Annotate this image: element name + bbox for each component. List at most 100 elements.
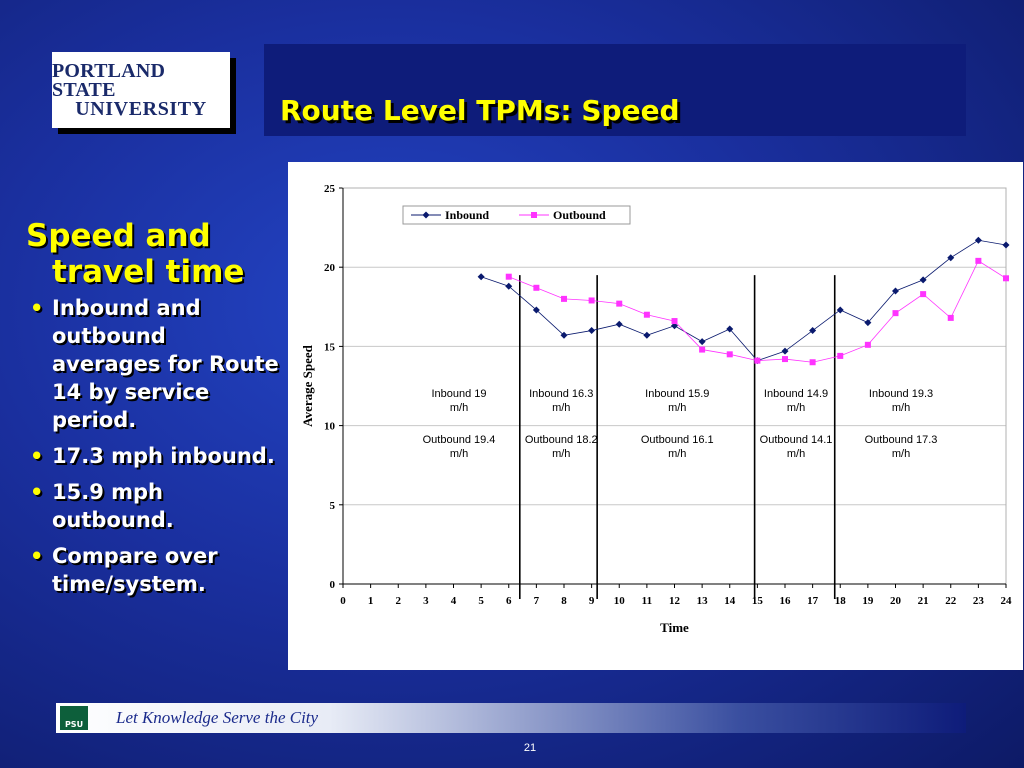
inbound-point — [505, 282, 513, 290]
annotation-outbound: Outbound 14.1 m/h — [760, 434, 833, 460]
annotation-outbound: Outbound 17.3 m/h — [865, 434, 938, 460]
bullet-list: • Inbound and outbound averages for Route… — [26, 294, 281, 598]
bullet-dot-icon: • — [30, 480, 44, 504]
annotation-inbound: Inbound 19 m/h — [431, 388, 486, 414]
inbound-point — [560, 331, 568, 339]
series-line-inbound — [480, 239, 1007, 362]
bullet-dot-icon: • — [30, 444, 44, 468]
outbound-point — [837, 352, 844, 359]
x-tick-label: 0 — [340, 595, 346, 607]
x-axis-title: Time — [660, 620, 689, 635]
bullet-item: • Compare over time/system. — [26, 542, 281, 598]
outbound-point — [643, 311, 650, 318]
x-tick-label: 19 — [862, 595, 874, 607]
inbound-point — [947, 254, 955, 262]
x-tick-label: 16 — [780, 595, 792, 607]
annotation-inbound: Inbound 15.9 m/h — [645, 388, 709, 414]
outbound-point — [671, 318, 678, 325]
speed-chart-panel: 0 5 10 15 20 25 0 1 2 3 4 5 6 7 8 9 10 11 12 13 14 15 16 17 18 19… — [288, 162, 1023, 670]
x-tick-label: 15 — [752, 595, 764, 607]
x-tick-label: 18 — [835, 595, 847, 607]
inbound-point — [698, 338, 706, 346]
x-tick-label: 9 — [589, 595, 595, 607]
inbound-point — [671, 322, 678, 330]
annotation-inbound: Inbound 16.3 m/h — [529, 388, 593, 414]
logo-line-2: UNIVERSITY — [75, 97, 207, 120]
y-tick-label: 20 — [324, 262, 336, 274]
outbound-point — [947, 314, 954, 321]
outbound-point — [699, 346, 706, 353]
x-tick-label: 21 — [918, 595, 929, 607]
inbound-point — [615, 320, 623, 328]
inbound-point — [892, 287, 899, 295]
legend-box — [402, 205, 631, 225]
legend-inbound-label: Inbound — [445, 208, 489, 222]
annotation-outbound: Outbound 18.2 m/h — [525, 434, 598, 460]
outbound-point — [975, 257, 982, 264]
x-tick-label: 1 — [368, 595, 374, 607]
inbound-point — [864, 319, 872, 327]
x-tick-label: 7 — [534, 595, 540, 607]
outbound-point — [616, 300, 623, 307]
x-tick-label: 17 — [807, 595, 819, 607]
outbound-point — [809, 359, 816, 366]
slide-number: 21 — [523, 742, 537, 754]
plot-area-border — [342, 187, 1007, 585]
bullet-dot-icon: • — [30, 544, 44, 568]
outbound-point — [782, 356, 788, 363]
annotation-outbound: Outbound 16.1 m/h — [641, 434, 714, 460]
bullet-text: 15.9 mph outbound. — [52, 480, 174, 532]
section-heading: Speed and travel time — [26, 218, 245, 290]
outbound-point — [920, 291, 927, 298]
annotation-inbound: Inbound 19.3 m/h — [869, 388, 933, 414]
inbound-point — [781, 347, 789, 355]
inbound-point — [836, 306, 844, 314]
y-tick-label: 5 — [330, 500, 336, 512]
outbound-point — [1003, 275, 1009, 282]
x-tick-label: 23 — [973, 595, 985, 607]
outbound-point — [505, 273, 512, 280]
y-axis-title: Average Speed — [300, 344, 315, 426]
logo-line-1: PORTLAND STATE — [52, 59, 166, 101]
inbound-point — [809, 327, 817, 335]
inbound-point — [643, 331, 651, 339]
y-tick-label: 0 — [330, 579, 336, 591]
x-tick-label: 24 — [1001, 595, 1013, 607]
inbound-point — [588, 327, 596, 335]
x-tick-label: 3 — [423, 595, 429, 607]
legend-inbound-marker — [422, 211, 430, 219]
y-tick-label: 25 — [324, 183, 336, 195]
inbound-point — [477, 273, 485, 281]
outbound-point — [588, 297, 595, 304]
x-tick-label: 22 — [945, 595, 957, 607]
x-tick-label: 11 — [642, 595, 652, 607]
series-line-outbound — [508, 260, 1007, 363]
outbound-point — [864, 341, 871, 348]
x-tick-label: 6 — [506, 595, 512, 607]
y-tick-label: 10 — [324, 421, 336, 433]
bullet-item: • 15.9 mph outbound. — [26, 478, 281, 534]
inbound-point — [532, 306, 540, 314]
outbound-point — [754, 357, 761, 364]
x-tick-label: 13 — [697, 595, 709, 607]
annotation-inbound: Inbound 14.9 m/h — [764, 388, 828, 414]
bullet-dot-icon: • — [30, 296, 44, 320]
inbound-point — [974, 236, 982, 244]
footer-bar — [56, 703, 966, 733]
outbound-point — [726, 351, 733, 358]
left-text-panel: Speed and travel time • Inbound and outbo… — [26, 218, 281, 606]
x-tick-label: 8 — [561, 595, 567, 607]
x-tick-label: 10 — [614, 595, 626, 607]
x-tick-label: 5 — [478, 595, 484, 607]
x-tick-label: 2 — [396, 595, 402, 607]
bullet-text: Inbound and outbound averages for Route … — [52, 296, 279, 432]
inbound-point — [919, 276, 927, 284]
outbound-point — [892, 310, 899, 317]
outbound-point — [561, 295, 567, 302]
annotation-outbound: Outbound 19.4 m/h — [423, 434, 496, 460]
university-logo: PORTLAND STATE UNIVERSITY — [52, 52, 230, 128]
x-tick-label: 14 — [724, 595, 736, 607]
legend-outbound-marker — [531, 212, 537, 218]
inbound-point — [726, 325, 734, 333]
